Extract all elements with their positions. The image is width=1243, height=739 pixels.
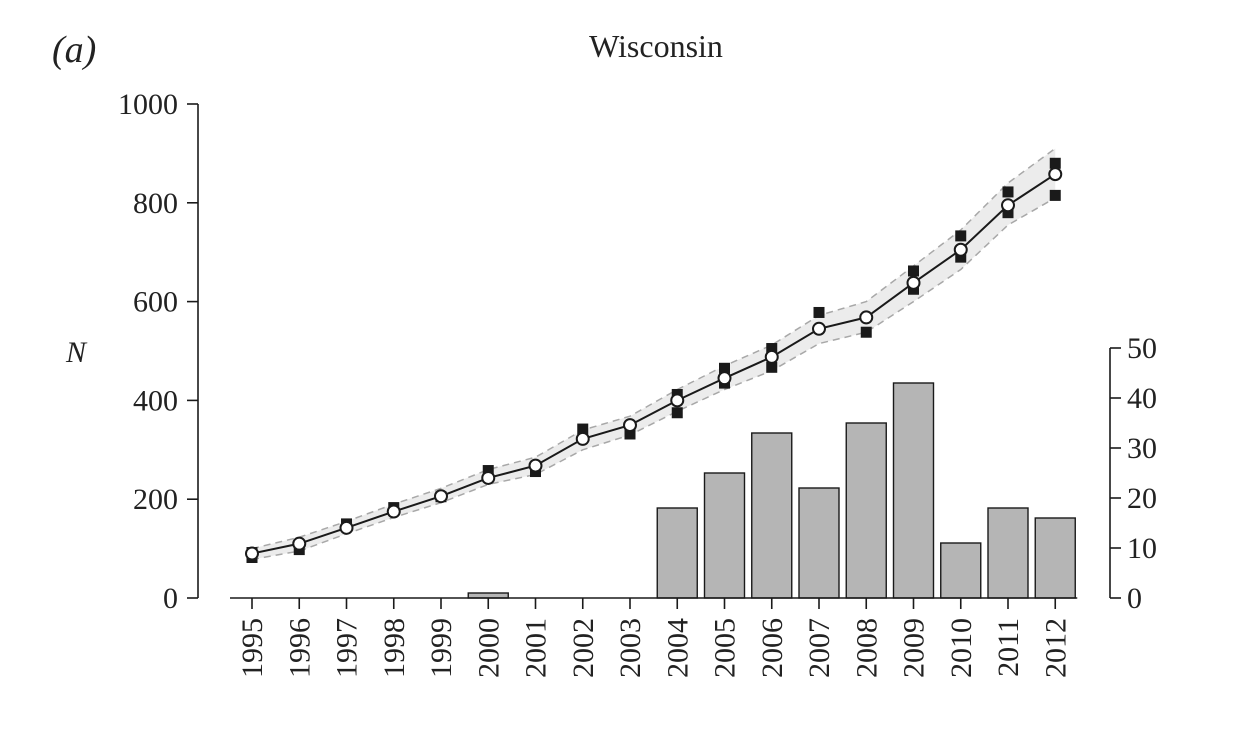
observation-2005-13 <box>719 362 730 374</box>
x-tick-label-2008: 2008 <box>850 618 883 678</box>
axes-layer: 0 200 400 600 800 1000 0 10 20 30 40 50 1995 1996 1997… <box>118 88 1157 678</box>
ci-band-area <box>252 148 1056 560</box>
ci-lower-line <box>251 197 1056 561</box>
right-tick-label-20: 20 <box>1127 482 1157 515</box>
left-tick-label-0: 0 <box>163 582 178 615</box>
bar-2006 <box>751 432 793 599</box>
observations-layer <box>246 157 1061 563</box>
bar-2004 <box>656 507 698 599</box>
observation-2012-24 <box>1049 189 1061 201</box>
estimate-point-2009 <box>906 275 921 290</box>
right-tick-label-30: 30 <box>1127 432 1157 465</box>
estimate-point-2006 <box>764 349 779 364</box>
estimate-point-2002 <box>575 431 590 446</box>
ci-band-layer <box>251 147 1056 561</box>
x-tick-label-1996: 1996 <box>283 618 316 678</box>
x-tick-label-2007: 2007 <box>803 618 836 678</box>
panel-label: (a) <box>52 29 96 71</box>
bar-2010 <box>940 542 982 599</box>
estimate-point-2007 <box>812 321 826 336</box>
estimate-point-2000 <box>481 470 496 485</box>
left-tick-label-400: 400 <box>133 384 178 417</box>
bars-layer <box>467 382 1076 599</box>
observation-2002-8 <box>577 423 589 435</box>
x-tick-label-2000: 2000 <box>472 618 505 678</box>
estimate-point-2001 <box>528 458 543 473</box>
observation-2010-21 <box>955 230 967 242</box>
ci-upper-line <box>251 147 1056 550</box>
right-tick-label-40: 40 <box>1127 382 1157 415</box>
estimate-point-1996 <box>292 536 307 551</box>
estimate-line <box>251 173 1056 555</box>
x-tick-label-2006: 2006 <box>756 618 789 678</box>
estimate-point-2012 <box>1048 167 1063 182</box>
bar-2008 <box>845 422 887 599</box>
right-tick-label-10: 10 <box>1127 532 1157 565</box>
estimate-line-layer <box>251 173 1056 555</box>
estimate-point-1999 <box>434 489 448 504</box>
estimate-point-1998 <box>386 504 401 519</box>
right-tick-label-50: 50 <box>1127 332 1157 365</box>
observation-2011-22 <box>1002 207 1014 219</box>
estimate-point-1997 <box>339 520 354 535</box>
observation-2010-20 <box>955 251 967 263</box>
observation-2009-19 <box>908 265 919 277</box>
observation-2011-23 <box>1002 186 1014 198</box>
left-tick-label-600: 600 <box>133 286 178 319</box>
x-tick-label-1999: 1999 <box>425 618 458 678</box>
observation-2004-10 <box>671 407 683 419</box>
x-tick-label-2009: 2009 <box>898 618 931 678</box>
right-tick-label-0: 0 <box>1127 582 1142 615</box>
x-tick-label-2004: 2004 <box>661 618 694 678</box>
observation-2008-17 <box>860 326 872 338</box>
left-tick-label-1000: 1000 <box>118 88 178 121</box>
x-tick-label-1997: 1997 <box>331 618 364 678</box>
observation-2003-9 <box>624 428 636 440</box>
estimate-point-2004 <box>670 393 685 408</box>
observation-2006-14 <box>766 361 778 373</box>
x-tick-label-2002: 2002 <box>567 618 600 678</box>
estimate-point-2008 <box>859 310 874 325</box>
bar-2012 <box>1034 517 1076 599</box>
chart-title: Wisconsin <box>589 28 723 64</box>
x-tick-label-2003: 2003 <box>614 618 647 678</box>
estimate-point-2010 <box>953 242 968 257</box>
x-tick-label-2010: 2010 <box>945 618 978 678</box>
bar-2005 <box>703 472 746 599</box>
x-tick-label-2011: 2011 <box>992 618 1025 677</box>
left-tick-label-200: 200 <box>133 483 178 516</box>
estimate-point-1995 <box>245 546 259 561</box>
observation-2012-25 <box>1049 157 1061 169</box>
x-tick-label-2012: 2012 <box>1039 618 1072 678</box>
x-tick-label-1995: 1995 <box>236 618 269 678</box>
left-tick-label-800: 800 <box>133 187 178 220</box>
x-tick-label-1998: 1998 <box>378 618 411 678</box>
estimate-point-2011 <box>1001 198 1015 213</box>
bar-2009 <box>892 382 935 599</box>
y-axis-label: N <box>65 336 88 369</box>
estimate-point-2003 <box>623 418 637 433</box>
bar-2011 <box>987 507 1029 599</box>
x-tick-label-2001: 2001 <box>520 618 553 678</box>
observation-2000-6 <box>482 465 494 477</box>
estimate-point-2005 <box>717 371 732 386</box>
observation-2007-16 <box>813 306 825 318</box>
observation-2006-15 <box>766 343 778 355</box>
estimate-markers-layer <box>245 167 1063 561</box>
x-tick-label-2005: 2005 <box>709 618 742 678</box>
bar-2007 <box>798 487 840 599</box>
